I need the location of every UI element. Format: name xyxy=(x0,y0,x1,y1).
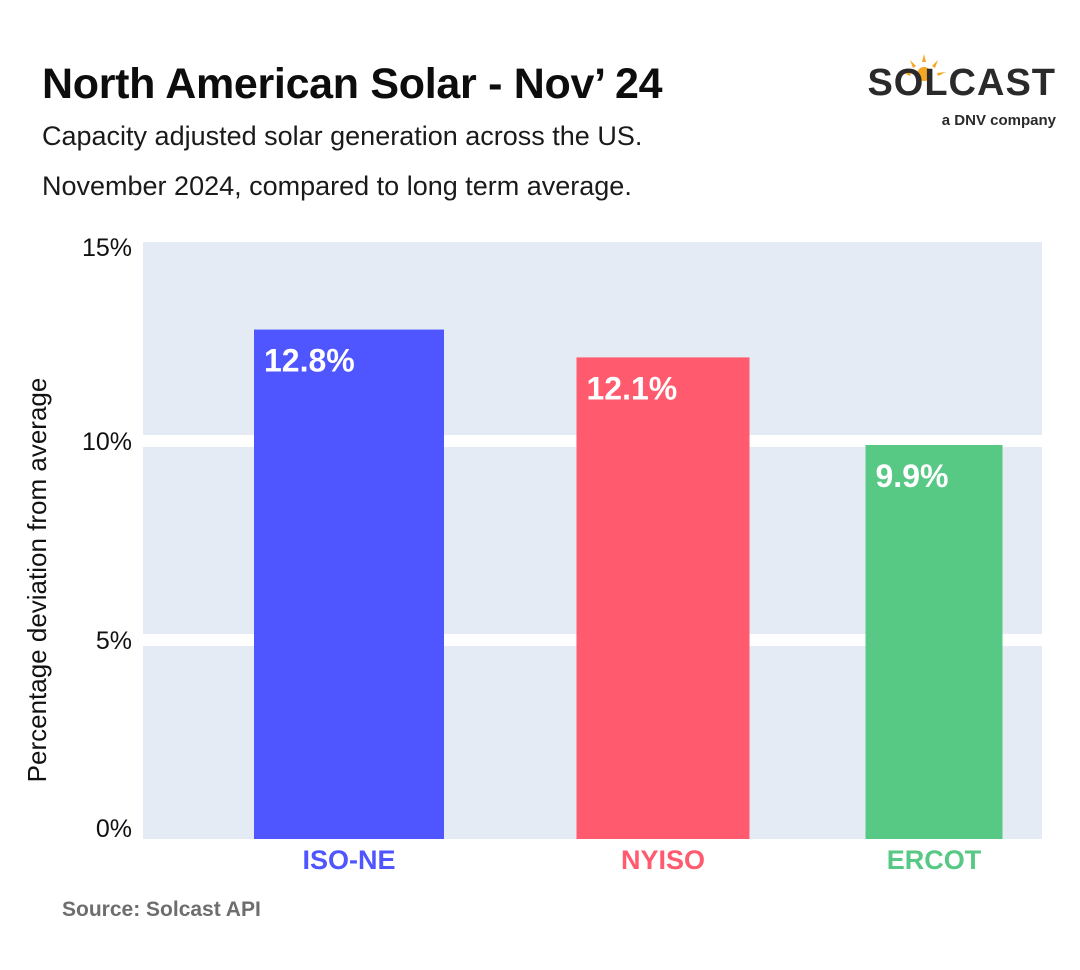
y-tick-label: 5% xyxy=(96,627,132,655)
logo-wordmark: SOLCAST xyxy=(867,62,1056,104)
bar-nyiso xyxy=(576,357,750,839)
solcast-logo: SOLCAST a DNV company xyxy=(856,54,1056,138)
bar-iso-ne xyxy=(254,329,444,839)
y-tick-label: 15% xyxy=(82,234,132,262)
x-tick-label: ISO-NE xyxy=(302,845,395,875)
bars xyxy=(254,329,1003,839)
x-tick-label: ERCOT xyxy=(887,845,982,875)
bar-value-label: 12.1% xyxy=(587,370,678,406)
sun-icon xyxy=(902,54,946,81)
bar-value-label: 12.8% xyxy=(264,343,355,379)
chart-subtitle-line-2: November 2024, compared to long term ave… xyxy=(42,171,632,201)
bar-chart: 12.8% 12.1% 9.9% 0% 5% 10% 15% ISO-NE NYISO ERC… xyxy=(22,234,1042,875)
bar-value-labels: 12.8% 12.1% 9.9% xyxy=(264,343,948,494)
x-axis-ticks: ISO-NE NYISO ERCOT xyxy=(302,845,981,875)
y-axis-label: Percentage deviation from average xyxy=(22,378,52,783)
chart-subtitle-line-1: Capacity adjusted solar generation acros… xyxy=(42,121,643,151)
y-tick-label: 0% xyxy=(96,815,132,843)
logo-tagline: a DNV company xyxy=(941,112,1056,129)
y-axis-ticks: 0% 5% 10% 15% xyxy=(82,234,132,843)
y-tick-label: 10% xyxy=(82,428,132,456)
x-tick-label: NYISO xyxy=(621,845,705,875)
chart-title: North American Solar - Nov’ 24 xyxy=(42,60,663,108)
bar-ercot xyxy=(865,444,1003,839)
bar-value-label: 9.9% xyxy=(876,458,949,494)
source-note: Source: Solcast API xyxy=(62,898,261,921)
